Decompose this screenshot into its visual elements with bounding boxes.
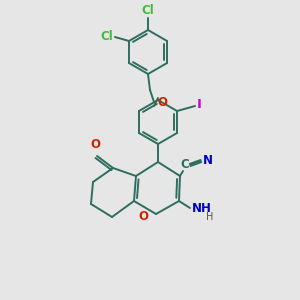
Text: NH: NH <box>192 202 212 215</box>
Text: I: I <box>197 98 202 112</box>
Text: O: O <box>138 209 148 223</box>
Text: Cl: Cl <box>142 4 154 17</box>
Text: Cl: Cl <box>100 29 113 43</box>
Text: O: O <box>90 138 100 151</box>
Text: C: C <box>181 158 189 172</box>
Text: O: O <box>157 97 167 110</box>
Text: H: H <box>206 212 213 222</box>
Text: N: N <box>203 154 213 166</box>
